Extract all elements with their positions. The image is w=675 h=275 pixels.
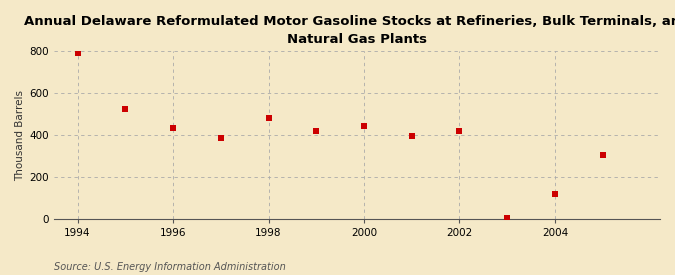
Point [120,106,131,111]
Point [597,153,608,157]
Point [406,134,417,138]
Text: Source: U.S. Energy Information Administration: Source: U.S. Energy Information Administ… [54,262,286,272]
Point [358,124,369,128]
Point [215,136,226,141]
Point [311,129,322,134]
Point [549,192,560,196]
Point [454,129,465,134]
Point [263,116,274,120]
Point [167,126,178,131]
Y-axis label: Thousand Barrels: Thousand Barrels [15,90,25,181]
Point [72,51,83,56]
Title: Annual Delaware Reformulated Motor Gasoline Stocks at Refineries, Bulk Terminals: Annual Delaware Reformulated Motor Gasol… [24,15,675,46]
Point [502,216,512,220]
